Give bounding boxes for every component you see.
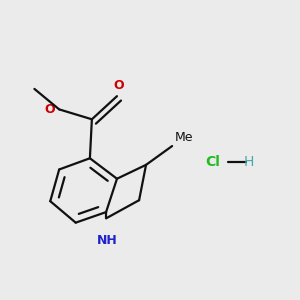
Text: Me: Me bbox=[175, 131, 193, 144]
Text: Cl: Cl bbox=[205, 155, 220, 169]
Text: O: O bbox=[45, 103, 55, 116]
Text: NH: NH bbox=[98, 234, 118, 247]
Text: O: O bbox=[113, 79, 124, 92]
Text: H: H bbox=[244, 155, 254, 169]
